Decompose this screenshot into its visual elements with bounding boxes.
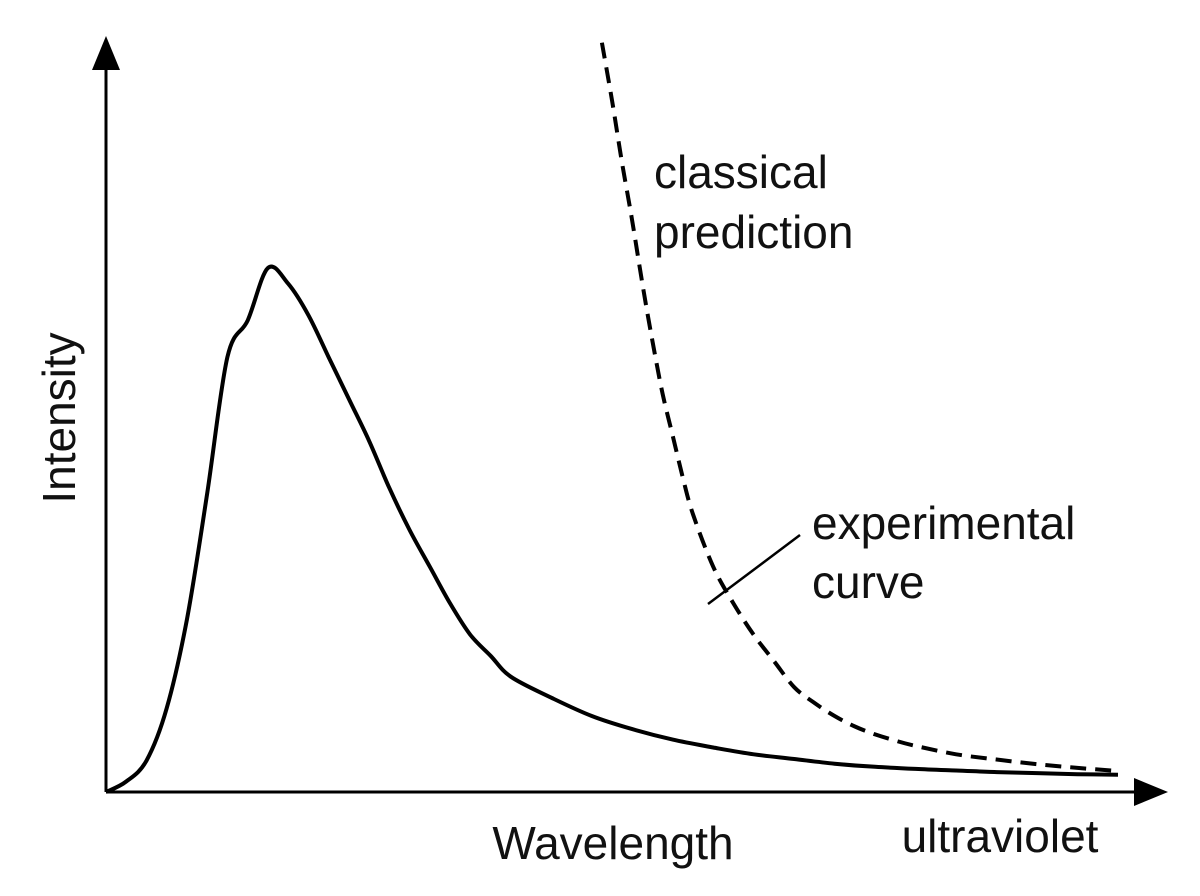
- experimental-curve-label-line1: experimental: [812, 497, 1075, 549]
- x-axis-label: Wavelength: [492, 817, 733, 869]
- ultraviolet-label: ultraviolet: [902, 810, 1099, 862]
- series-layer: [105, 42, 1119, 794]
- y-axis-arrowhead: [92, 36, 120, 70]
- experimental-curve-label-line2: curve: [812, 556, 924, 608]
- experimental-curve-leader-line: [707, 534, 801, 605]
- axes: [92, 36, 1168, 806]
- y-axis-label: Intensity: [33, 332, 85, 503]
- experimental-curve-line: [105, 264, 1119, 794]
- classical-prediction-label-line1: classical: [654, 146, 828, 198]
- classical-prediction-label-line2: prediction: [654, 206, 853, 258]
- x-axis-arrowhead: [1134, 778, 1168, 806]
- classical-prediction-line: [599, 42, 1119, 773]
